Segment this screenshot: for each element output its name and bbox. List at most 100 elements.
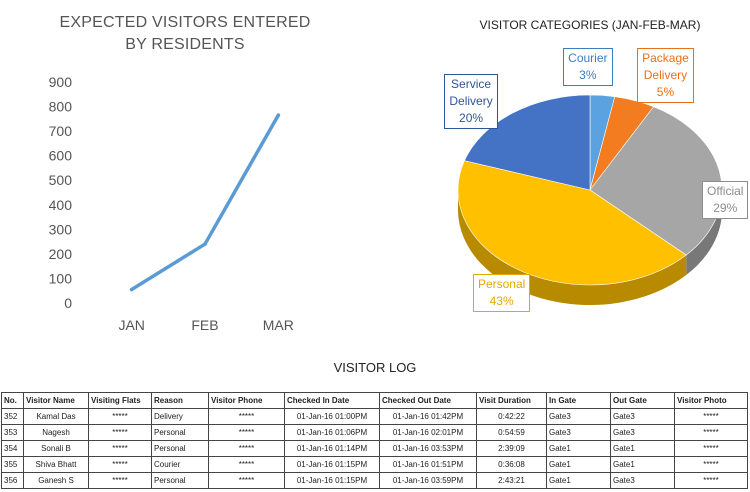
pie-data-label: Personal 43% — [472, 274, 531, 313]
table-cell: 01-Jan-16 03:53PM — [379, 440, 477, 457]
y-tick-label: 200 — [49, 246, 73, 262]
pie-label-name: Service — [451, 77, 492, 92]
pie-slice — [464, 94, 591, 191]
column-header: Visitor Photo — [674, 392, 748, 409]
table-cell: Ganesh S — [23, 472, 89, 489]
pie-label-name-line2: Delivery — [643, 68, 688, 82]
table-cell: 0:42:22 — [476, 408, 547, 425]
pie-data-label: Official 29% — [702, 180, 749, 219]
pie-slice-side — [686, 190, 722, 276]
table-cell: ***** — [208, 440, 285, 457]
table-cell: ***** — [208, 424, 285, 441]
pie-label-name: Courier — [568, 51, 608, 65]
table-cell: Gate1 — [546, 472, 611, 489]
line-chart-title-line2: BY RESIDENTS — [125, 36, 245, 53]
x-tick-label: FEB — [191, 317, 218, 333]
table-cell: ***** — [674, 472, 748, 489]
table-cell: 01-Jan-16 01:15PM — [284, 472, 380, 489]
table-cell: Gate1 — [610, 440, 675, 457]
table-cell: Nagesh — [23, 424, 89, 441]
table-cell: 0:36:08 — [476, 456, 547, 473]
y-tick-label: 700 — [49, 123, 73, 139]
table-cell: Gate1 — [546, 440, 611, 457]
series-line — [129, 113, 281, 292]
column-header: Out Gate — [610, 392, 675, 409]
line-chart: 0 100 200 300 400 500 600 700 800 900 JAN FEB MAR — [49, 74, 294, 333]
column-header: Visit Duration — [476, 392, 547, 409]
table-cell: 355 — [1, 456, 24, 473]
pie-label-percent: 43% — [489, 294, 514, 309]
table-cell: ***** — [88, 472, 152, 489]
table-cell: ***** — [88, 440, 152, 457]
table-cell: ***** — [674, 424, 748, 441]
table-cell: Gate3 — [546, 408, 611, 425]
table-cell: 353 — [1, 424, 24, 441]
table-cell: 0:54:59 — [476, 424, 547, 441]
table-row: 356 Ganesh S ***** Personal ***** 01-Jan-16 0… — [1, 472, 748, 489]
pie-label-name-line2: Delivery — [449, 94, 493, 109]
table-cell: 01-Jan-16 01:06PM — [284, 424, 380, 441]
table-cell: ***** — [674, 408, 748, 425]
pie-data-label: Service Delivery 20% — [444, 74, 498, 130]
pie-slice — [457, 160, 687, 286]
table-cell: ***** — [208, 408, 285, 425]
y-tick-label: 300 — [49, 221, 73, 237]
x-tick-label: MAR — [263, 317, 294, 333]
pie-slice — [589, 106, 723, 256]
y-tick-label: 0 — [64, 295, 72, 311]
table-cell: 01-Jan-16 03:59PM — [379, 472, 477, 489]
table-cell: Kamal Das — [23, 408, 89, 425]
column-header: Visitor Phone — [208, 392, 285, 409]
table-cell: ***** — [674, 456, 748, 473]
line-chart-title-line1: EXPECTED VISITORS ENTERED — [59, 14, 311, 31]
table-cell: Courier — [151, 456, 209, 473]
table-cell: Gate1 — [610, 456, 675, 473]
table-cell: Gate3 — [610, 408, 675, 425]
pie-chart-title: VISITOR CATEGORIES (JAN-FEB-MAR) — [479, 18, 701, 32]
y-tick-label: 100 — [49, 270, 73, 286]
table-row: 354 Sonali B ***** Personal ***** 01-Jan-16 0… — [1, 440, 748, 457]
table-cell: 2:39:09 — [476, 440, 547, 457]
table-cell: Delivery — [151, 408, 209, 425]
pie-label-name: Official — [707, 183, 744, 198]
table-row: 352 Kamal Das ***** Delivery ***** 01-Jan-16 … — [1, 408, 748, 425]
table-cell: 354 — [1, 440, 24, 457]
table-cell: 356 — [1, 472, 24, 489]
table-cell: 01-Jan-16 01:15PM — [284, 456, 380, 473]
y-tick-label: 800 — [49, 99, 73, 115]
table-row: 355 Shiva Bhatt ***** Courier ***** 01-Jan-16… — [1, 456, 748, 473]
column-header: Reason — [151, 392, 209, 409]
table-cell: 01-Jan-16 01:42PM — [379, 408, 477, 425]
table-cell: ***** — [208, 456, 285, 473]
column-header: Visiting Flats — [88, 392, 152, 409]
table-cell: 01-Jan-16 01:00PM — [284, 408, 380, 425]
table-cell: 352 — [1, 408, 24, 425]
table-cell: ***** — [208, 472, 285, 489]
table-cell: 01-Jan-16 02:01PM — [379, 424, 477, 441]
table-cell: 01-Jan-16 01:14PM — [284, 440, 380, 457]
y-tick-label: 900 — [49, 74, 73, 90]
table-cell: Shiva Bhatt — [23, 456, 89, 473]
data-point — [276, 113, 281, 117]
column-header: Visitor Name — [23, 392, 89, 409]
column-header: In Gate — [546, 392, 611, 409]
pie-label-percent: 20% — [459, 111, 484, 126]
table-cell: Personal — [151, 472, 209, 489]
column-header: No. — [1, 392, 24, 409]
table-cell: Gate3 — [610, 472, 675, 489]
y-tick-label: 500 — [49, 172, 73, 188]
pie-label-percent: 5% — [656, 85, 675, 99]
pie-label-percent: 29% — [713, 200, 738, 215]
y-tick-label: 400 — [49, 197, 73, 213]
table-header-row: No. Visitor Name Visiting Flats Reason Visit… — [1, 392, 748, 409]
pie-label-name: Package — [642, 51, 689, 65]
table-cell: Personal — [151, 424, 209, 441]
table-cell: 2:43:21 — [476, 472, 547, 489]
visitor-log-title: VISITOR LOG — [333, 360, 417, 375]
table-cell: Gate3 — [610, 424, 675, 441]
pie-data-label: Package Delivery 5% — [637, 48, 694, 103]
table-cell: ***** — [88, 456, 152, 473]
x-tick-label: JAN — [118, 317, 144, 333]
data-point — [129, 287, 134, 292]
pie-data-label: Courier 3% — [563, 48, 613, 86]
